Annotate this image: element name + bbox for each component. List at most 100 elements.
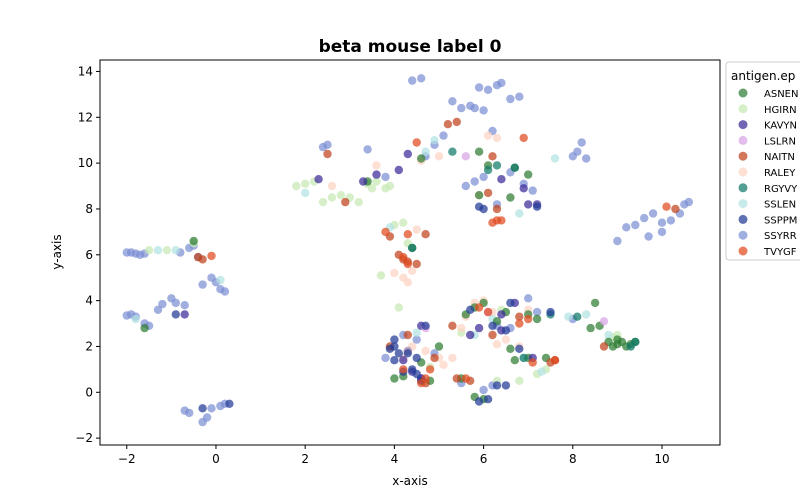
data-point [327,181,337,191]
legend-marker [738,151,748,161]
data-point [434,342,444,351]
x-tick-label: 10 [654,452,669,466]
data-point [408,76,417,85]
data-point [359,177,368,186]
x-axis-ticks: −2 0 2 4 6 8 10 [118,445,670,466]
data-point [519,133,528,143]
data-point [532,307,542,317]
data-point [582,310,591,319]
series-ssyrr [122,74,693,427]
data-point [412,138,421,147]
data-point [443,120,453,129]
data-point [403,349,412,358]
plot-area-frame [99,59,721,446]
legend-entry: RALEY [738,167,796,179]
data-point [492,381,502,390]
legend-label: RALEY [764,168,796,179]
series-ssppm [171,202,555,413]
x-tick-label: 4 [391,452,399,466]
data-point [153,246,163,255]
data-point [515,209,524,218]
legend-entry: ASNEN [738,88,798,100]
y-tick-label: 10 [78,156,93,170]
data-point [301,179,310,188]
data-point [488,330,497,340]
y-tick-label: 14 [78,64,93,78]
data-point [385,181,395,191]
data-point [599,317,609,326]
data-point [506,344,515,353]
x-tick-label: −2 [118,452,136,466]
data-point [640,213,649,223]
data-point [180,301,189,310]
data-point [408,365,417,374]
data-point [483,165,493,175]
data-point [474,397,484,406]
data-point [193,252,203,262]
data-point [492,340,502,349]
data-point [381,227,390,237]
legend-label: KAVYN [764,121,797,132]
y-tick-label: −2 [75,431,93,445]
data-point [185,408,194,418]
data-point [202,413,212,422]
legend-entry: NAITN [738,151,795,163]
data-point [323,149,332,159]
data-point [399,273,408,282]
data-point [318,197,328,207]
data-point [171,310,180,319]
data-point [189,236,198,246]
data-point [354,197,363,207]
data-point [550,154,560,163]
data-point [381,353,390,363]
series-asnen [140,147,640,404]
y-tick-label: 8 [85,202,93,216]
data-point [671,204,680,214]
data-point [474,147,484,156]
data-point [452,374,461,383]
data-point [479,106,488,115]
data-point [327,193,337,202]
legend-entry: KAVYN [738,120,797,132]
data-point [457,323,466,333]
data-point [497,310,506,319]
data-point [461,374,470,383]
data-point [403,259,412,269]
data-point [497,175,506,184]
data-point [140,323,149,333]
data-point [492,133,502,143]
data-point [399,252,408,262]
data-point [394,349,403,358]
data-point [483,395,493,404]
data-point [510,163,519,172]
legend-label: SSLEN [764,200,796,211]
legend-entry: SSPPM [738,214,797,226]
data-point [372,161,381,170]
data-point [657,227,667,237]
data-point [488,321,497,330]
data-point [461,152,470,161]
y-tick-label: 12 [78,110,93,124]
x-tick-label: 2 [301,452,309,466]
data-point [573,312,582,321]
legend-marker [738,230,748,240]
data-point [582,154,591,163]
data-point [314,175,323,184]
legend-label: LSLRN [764,136,796,147]
data-point [417,154,426,163]
data-point [644,232,653,241]
data-point [519,353,528,363]
data-point [626,342,635,351]
data-point [394,303,403,312]
data-point [657,218,667,227]
data-point [390,335,399,344]
data-point [376,271,386,280]
data-point [448,147,457,156]
data-point [430,353,439,363]
data-point [550,356,560,365]
data-point [363,145,372,154]
y-axis-ticks: −2 0 2 4 6 8 10 12 14 [75,64,100,445]
legend-label: TVYGF [763,247,797,258]
y-axis-label: y-axis [50,234,64,269]
